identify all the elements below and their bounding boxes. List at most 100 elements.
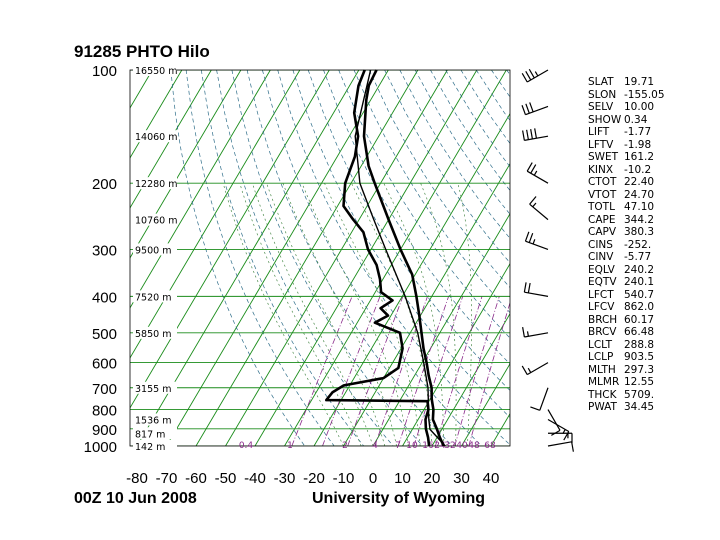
moist-adiabat-line [282, 183, 397, 446]
index-row: TOTL 47.10 [588, 201, 674, 214]
index-key: THCK [588, 388, 617, 401]
pressure-tick-label: 300 [92, 242, 117, 259]
wind-barb-shaft [526, 170, 549, 184]
isotherm-line [461, 362, 510, 446]
isotherm-line [313, 112, 510, 446]
index-value: -155.05 [624, 88, 665, 101]
wind-barb-shaft [526, 362, 549, 376]
wind-barb-flag [521, 73, 528, 83]
temperature-tick-label: -50 [215, 470, 237, 487]
index-row: SHOW 0.34 [588, 114, 674, 127]
index-row: MLMR 12.55 [588, 376, 674, 389]
height-label-bg [133, 243, 177, 256]
dry-adiabat-line [445, 70, 510, 168]
wind-barb-flag [534, 71, 539, 77]
index-value: 903.5 [624, 351, 655, 363]
isotherm-line [372, 212, 510, 446]
index-row: BRCH 60.17 [588, 314, 674, 327]
wind-barb-flag [526, 331, 529, 337]
temperature-tick-label: -20 [303, 470, 325, 487]
index-value: -252. [624, 238, 652, 251]
mixing-ratio-line [454, 296, 500, 446]
index-value: -1.98 [624, 138, 652, 151]
wind-barb-flag [527, 282, 531, 294]
index-key: LFCT [588, 288, 614, 301]
index-key: LIFT [588, 126, 610, 138]
wind-barb-flag [534, 128, 538, 139]
index-key: MLMR [588, 376, 620, 388]
index-row: CINV -5.77 [588, 251, 674, 264]
wind-barb-flag [533, 170, 538, 176]
index-row: THCK 5709. [588, 389, 674, 402]
index-row: CAPV 380.3 [588, 226, 674, 239]
isotherm-line [225, 70, 448, 446]
index-key: LFCV [588, 301, 615, 313]
height-label: 142 m [135, 442, 165, 453]
index-key: CINS [588, 238, 613, 251]
index-value: 240.2 [624, 263, 655, 276]
dry-adiabat-line [414, 70, 510, 215]
isotherm-line [343, 162, 510, 446]
index-value: 60.17 [624, 313, 655, 326]
index-value: 47.10 [624, 201, 655, 213]
mixing-ratio-line [291, 296, 353, 446]
height-label-bg [133, 213, 177, 226]
index-value: 862.0 [624, 301, 655, 313]
index-value: 22.40 [624, 176, 655, 188]
temperature-tick-label: 40 [483, 470, 500, 487]
index-key: SELV [588, 101, 614, 113]
height-label-bg [133, 64, 177, 76]
index-value: 240.1 [624, 276, 655, 288]
dry-adiabat-line [246, 70, 453, 446]
wind-barb-flag [524, 231, 530, 242]
index-key: LCLT [588, 338, 612, 351]
dry-adiabat-line [262, 70, 482, 446]
wind-barb-shaft [525, 105, 549, 116]
index-row: KINX -10.2 [588, 164, 674, 177]
temperature-tick-label: -30 [274, 470, 296, 487]
height-label-bg [133, 381, 177, 394]
mixing-ratio-label: 24 [434, 441, 446, 451]
index-key: TOTL [588, 201, 615, 213]
dry-adiabat-line [307, 70, 510, 391]
index-row: LCLP 903.5 [588, 351, 674, 364]
height-label: 9500 m [135, 245, 171, 256]
dewpoint-profile-line [325, 69, 431, 447]
height-label: 3155 m [135, 384, 171, 395]
dry-adiabat-line [231, 70, 423, 446]
wind-barb-flag [530, 164, 537, 174]
index-value: 5709. [624, 388, 655, 401]
wind-barb [529, 196, 549, 221]
index-row: CINS -252. [588, 239, 674, 252]
index-value: 34.45 [624, 401, 655, 413]
index-value: 66.48 [624, 326, 655, 338]
height-label: 14060 m [135, 132, 178, 143]
index-value: 10.00 [624, 101, 655, 113]
index-key: SLAT [588, 76, 614, 88]
wind-barb-shaft [529, 203, 549, 221]
index-row: SLAT 19.71 [588, 76, 674, 89]
index-row: SLON -155.05 [588, 89, 674, 102]
mixing-ratio-line [413, 296, 464, 446]
height-label-bg [133, 326, 177, 339]
index-row: PWAT 34.45 [588, 401, 674, 414]
height-label: 1536 m [135, 415, 171, 426]
index-key: VTOT [588, 188, 617, 201]
dry-adiabat-line [338, 70, 510, 339]
temperature-tick-label: 0 [369, 470, 377, 487]
height-label-bg [133, 440, 177, 452]
isotherm-line [254, 70, 478, 446]
height-label-bg [133, 427, 177, 440]
moist-adiabat-line [324, 183, 421, 446]
wind-barb-flag [532, 239, 536, 245]
index-key: SLON [588, 88, 617, 101]
dry-adiabat-line [216, 70, 394, 446]
wind-barb-flag [526, 129, 529, 140]
pressure-tick-label: 500 [92, 326, 117, 343]
wind-barb-flag [529, 196, 537, 205]
isotherm-line [195, 70, 419, 446]
wind-barb-flag [521, 365, 528, 375]
wind-barb [530, 387, 549, 411]
index-value: 161.2 [624, 151, 655, 163]
height-label-bg [133, 290, 177, 303]
